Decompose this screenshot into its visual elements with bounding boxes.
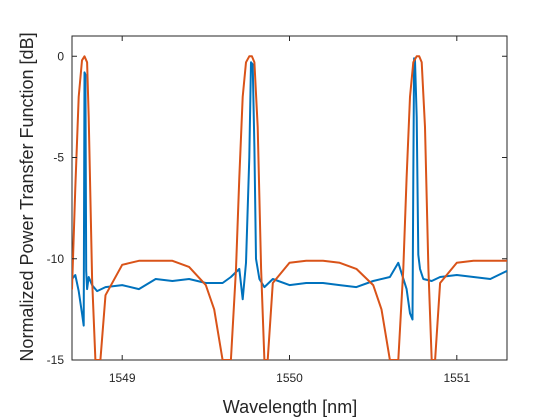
y-axis-label: Normalized Power Transfer Function [dB] [17,32,37,361]
x-tick-label: 1550 [276,371,303,385]
series-layer [72,55,507,360]
plot-frame [71,35,508,361]
y-tick-label: -10 [47,252,65,266]
x-tick-label: 1549 [109,371,136,385]
y-tick-label: -5 [53,151,64,165]
y-tick-label: 0 [57,49,64,63]
y-tick-label: -15 [47,353,65,367]
series-line-2 [72,55,507,360]
series-line-1 [72,57,507,327]
ticks-layer: 1549 1550 1551 0 -5 -10 -15 [47,36,507,385]
plot-area [71,35,508,361]
x-axis-label: Wavelength [nm] [223,397,357,417]
x-tick-label: 1551 [443,371,470,385]
